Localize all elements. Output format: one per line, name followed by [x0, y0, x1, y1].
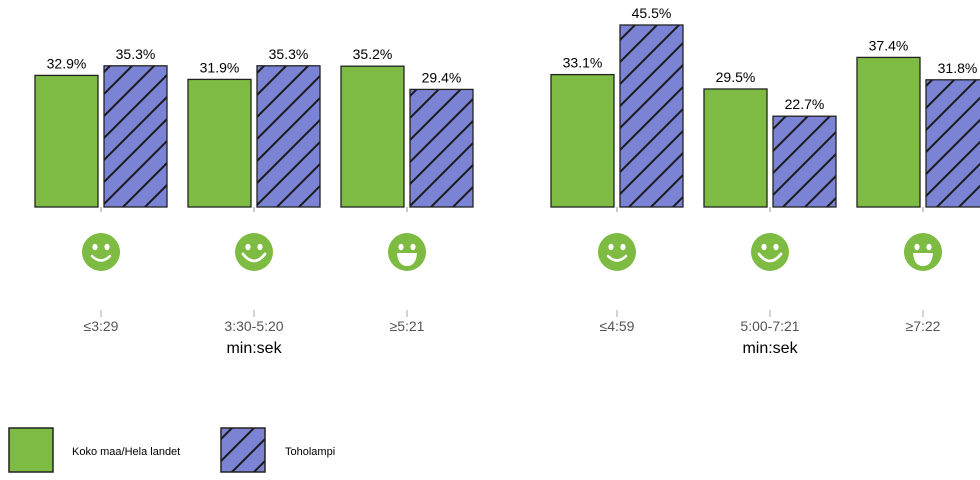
legend-label-toholampi: Toholampi — [285, 446, 335, 458]
legend-swatch-koko-maa — [8, 427, 54, 473]
bar-toholampi-4-59 — [619, 24, 684, 208]
legend-swatch-toholampi — [220, 427, 266, 473]
face-laugh-icon — [388, 233, 426, 271]
bar-koko-maa-hela-landet-5-21 — [340, 65, 405, 208]
face-laugh-icon — [904, 233, 942, 271]
value-label-toholampi-5-00-7-21: 22.7% — [785, 96, 825, 112]
bar-koko-maa-hela-landet-4-59 — [550, 73, 615, 208]
face-smile-icon — [598, 233, 636, 271]
bar-group-3-30-5-20: 31.9% 35.3% 3:30-5:20 min:sek — [187, 46, 321, 357]
chart-panel-2: 33.1% 45.5% ≤4:59 29.5% 22.7% 5:00-7:21 min:se… — [550, 5, 980, 357]
bar-koko-maa-hela-landet-3-30-5-20 — [187, 78, 252, 208]
value-label-koko-maa-hela-landet-4-59: 33.1% — [563, 55, 603, 71]
value-label-toholampi-7-22: 31.8% — [938, 60, 978, 76]
category-label-4-59: ≤4:59 — [600, 318, 635, 334]
bar-koko-maa-hela-landet-5-00-7-21 — [703, 88, 768, 208]
bar-toholampi-7-22 — [925, 79, 980, 208]
x-axis-title: min:sek — [226, 340, 282, 357]
bar-toholampi-3-29 — [103, 65, 168, 208]
face-smile-icon — [82, 233, 120, 271]
bar-toholampi-5-21 — [409, 88, 474, 208]
legend: Koko maa/Hela landet Toholampi — [8, 427, 335, 473]
bar-koko-maa-hela-landet-7-22 — [856, 56, 921, 208]
value-label-koko-maa-hela-landet-5-21: 35.2% — [353, 46, 393, 62]
bar-group-5-00-7-21: 29.5% 22.7% 5:00-7:21 min:sek — [703, 69, 837, 357]
bar-toholampi-3-30-5-20 — [256, 65, 321, 208]
category-label-3-29: ≤3:29 — [84, 318, 119, 334]
value-label-toholampi-3-30-5-20: 35.3% — [269, 46, 309, 62]
bar-toholampi-5-00-7-21 — [772, 115, 837, 208]
chart-panel-1: 32.9% 35.3% ≤3:29 31.9% 35.3% 3:30-5:20 min:se… — [34, 46, 474, 357]
value-label-koko-maa-hela-landet-7-22: 37.4% — [869, 37, 909, 53]
value-label-koko-maa-hela-landet-3-30-5-20: 31.9% — [200, 59, 240, 75]
bar-group-5-21: 35.2% 29.4% ≥5:21 — [340, 46, 474, 334]
value-label-toholampi-5-21: 29.4% — [422, 69, 462, 85]
category-label-5-21: ≥5:21 — [390, 318, 425, 334]
bar-group-7-22: 37.4% 31.8% ≥7:22 — [856, 37, 980, 334]
bar-group-3-29: 32.9% 35.3% ≤3:29 — [34, 46, 168, 334]
value-label-toholampi-4-59: 45.5% — [632, 5, 672, 21]
bar-koko-maa-hela-landet-3-29 — [34, 74, 99, 208]
face-grin-icon — [751, 233, 789, 271]
category-label-3-30-5-20: 3:30-5:20 — [224, 318, 283, 334]
value-label-toholampi-3-29: 35.3% — [116, 46, 156, 62]
category-label-7-22: ≥7:22 — [906, 318, 941, 334]
value-label-koko-maa-hela-landet-3-29: 32.9% — [47, 55, 87, 71]
legend-label-koko-maa: Koko maa/Hela landet — [72, 446, 180, 458]
value-label-koko-maa-hela-landet-5-00-7-21: 29.5% — [716, 69, 756, 85]
x-axis-title: min:sek — [742, 340, 798, 357]
category-label-5-00-7-21: 5:00-7:21 — [740, 318, 799, 334]
bar-group-4-59: 33.1% 45.5% ≤4:59 — [550, 5, 684, 334]
face-grin-icon — [235, 233, 273, 271]
